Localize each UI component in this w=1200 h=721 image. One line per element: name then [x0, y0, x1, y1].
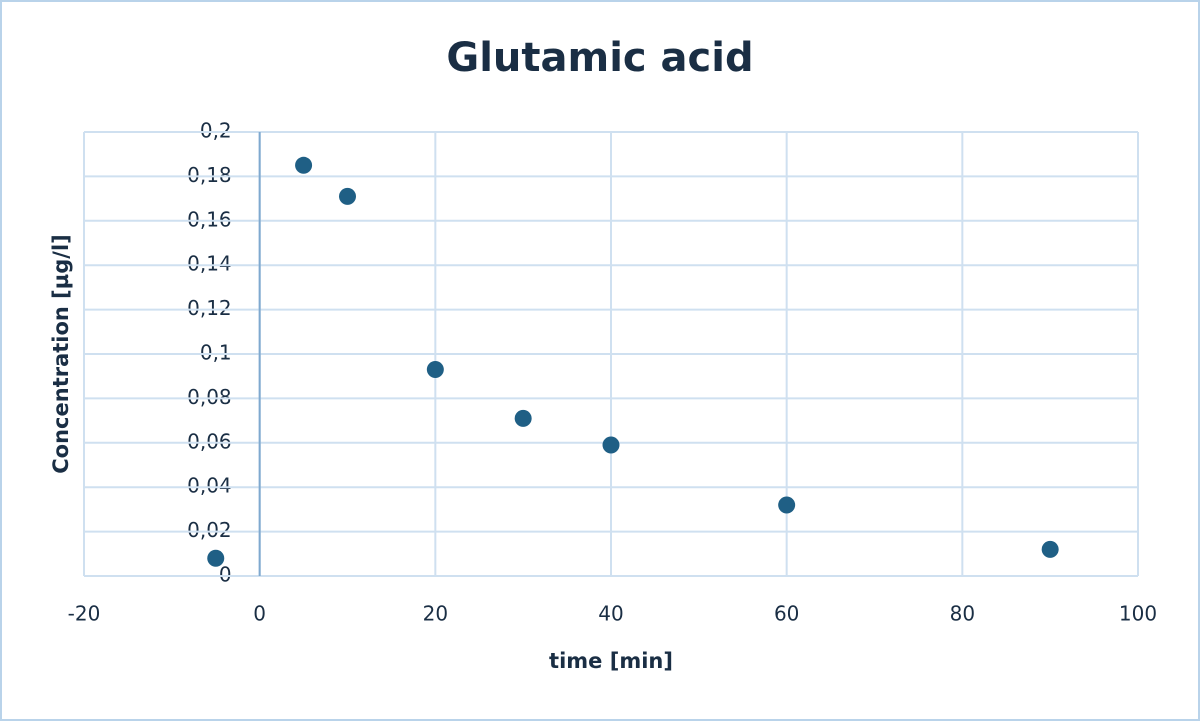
y-tick-label: 0,16: [187, 207, 232, 231]
y-tick-label: 0,04: [187, 474, 232, 498]
data-point: [339, 187, 356, 205]
chart-title: Glutamic acid: [446, 35, 753, 81]
data-point: [602, 436, 620, 454]
y-tick-label: 0: [219, 563, 232, 587]
x-axis-title: time [min]: [549, 649, 673, 673]
y-tick-label: 0,12: [187, 296, 232, 320]
y-tick-label: 0,14: [187, 252, 232, 276]
x-tick-label: 0: [253, 602, 266, 626]
x-tick-label: -20: [68, 602, 101, 626]
y-tick-label: 0,1: [200, 341, 232, 365]
data-point: [295, 156, 313, 174]
y-tick-label: 0,08: [187, 385, 232, 409]
y-tick-label: 0,06: [187, 429, 232, 453]
data-point: [778, 496, 796, 514]
x-tick-label: 40: [598, 602, 623, 626]
data-point: [426, 361, 444, 379]
x-tick-label: 20: [423, 602, 448, 626]
y-tick-label: 0,02: [187, 518, 232, 542]
y-tick-label: 0,18: [187, 163, 232, 187]
x-tick-label: 80: [950, 602, 975, 626]
x-tick-label: 60: [774, 602, 799, 626]
data-point: [514, 409, 532, 427]
y-tick-label: 0,2: [200, 119, 232, 143]
data-point: [1041, 540, 1059, 558]
data-point: [207, 549, 225, 567]
y-axis-title: Concentration [µg/l]: [49, 234, 73, 473]
x-tick-label: 100: [1119, 602, 1157, 626]
